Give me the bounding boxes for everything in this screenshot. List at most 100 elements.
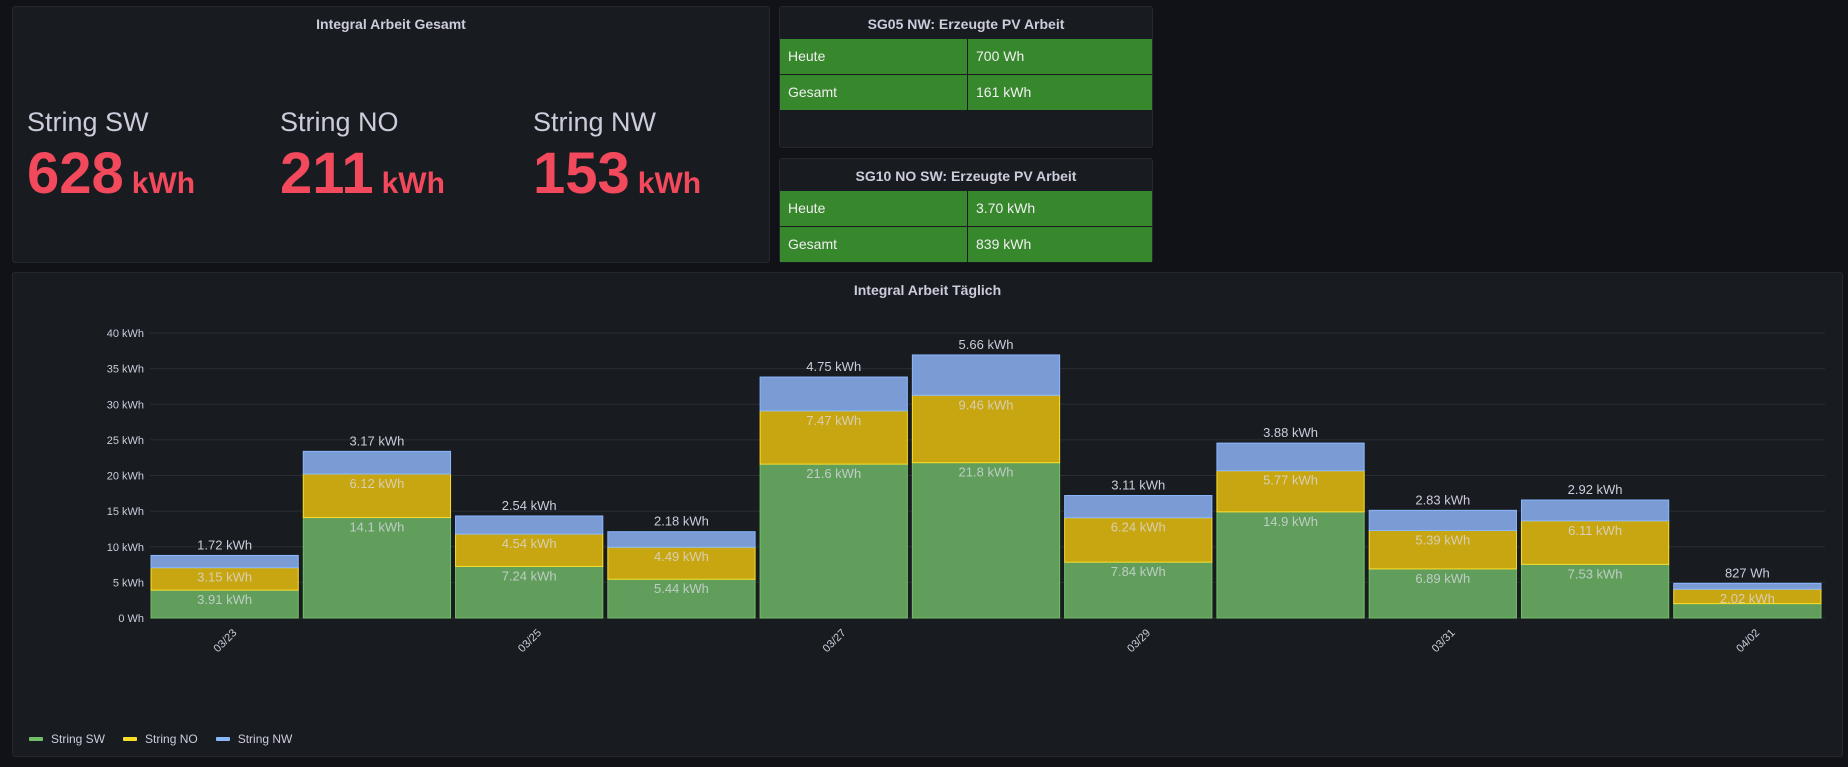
stat-string-no: String NO 211 kWh bbox=[280, 107, 445, 207]
data-label: 7.47 kWh bbox=[806, 413, 861, 428]
panel-integral-arbeit-gesamt: Integral Arbeit Gesamt String SW 628 kWh … bbox=[12, 6, 770, 263]
stat-value: 211 bbox=[280, 141, 374, 206]
table-row: Gesamt 161 kWh bbox=[780, 75, 1152, 111]
bar-segment bbox=[1216, 442, 1365, 472]
bar-segment bbox=[455, 515, 604, 535]
bar-segment bbox=[1368, 509, 1517, 532]
data-label: 9.46 kWh bbox=[959, 397, 1014, 412]
bar-segment bbox=[1064, 517, 1213, 563]
bar-segment bbox=[1064, 561, 1213, 619]
data-label: 2.83 kWh bbox=[1415, 492, 1470, 507]
data-label: 6.12 kWh bbox=[349, 476, 404, 491]
y-tick-label: 30 kWh bbox=[107, 399, 144, 411]
legend-item-string-no[interactable]: String NO bbox=[123, 732, 198, 746]
legend-swatch bbox=[215, 737, 230, 741]
bar-segment bbox=[607, 578, 756, 619]
x-tick-label: 03/27 bbox=[821, 627, 849, 655]
bar-segment bbox=[302, 450, 452, 475]
data-label: 5.39 kWh bbox=[1415, 533, 1470, 548]
cell-value: 161 kWh bbox=[968, 75, 1152, 110]
bar-segment bbox=[607, 546, 756, 580]
cell-value: 3.70 kWh bbox=[968, 191, 1152, 226]
legend-item-string-sw[interactable]: String SW bbox=[29, 732, 105, 746]
panel-title[interactable]: SG05 NW: Erzeugte PV Arbeit bbox=[867, 16, 1065, 32]
bar-segment bbox=[1216, 470, 1365, 513]
bar-segment bbox=[150, 589, 299, 619]
data-label: 6.24 kWh bbox=[1111, 520, 1166, 535]
data-label: 3.15 kWh bbox=[197, 570, 252, 585]
stat-value: 628 bbox=[27, 141, 124, 206]
y-tick-label: 10 kWh bbox=[107, 542, 144, 554]
panel-title[interactable]: Integral Arbeit Täglich bbox=[853, 282, 1002, 298]
panel-title[interactable]: SG10 NO SW: Erzeugte PV Arbeit bbox=[855, 168, 1077, 184]
cell-label: Gesamt bbox=[780, 227, 968, 262]
bar-segment bbox=[1368, 530, 1517, 570]
legend-label: String NW bbox=[237, 732, 293, 746]
data-label: 3.88 kWh bbox=[1263, 425, 1318, 440]
data-label: 4.49 kWh bbox=[654, 549, 709, 564]
x-tick-label: 03/23 bbox=[212, 627, 240, 655]
legend: String SW String NO String NW bbox=[29, 732, 292, 746]
legend-item-string-nw[interactable]: String NW bbox=[215, 732, 293, 746]
x-tick-label: 03/29 bbox=[1125, 627, 1153, 655]
bar-segment bbox=[1520, 499, 1670, 522]
data-label: 5.77 kWh bbox=[1263, 473, 1318, 488]
stat-unit: kWh bbox=[131, 167, 196, 200]
y-tick-label: 35 kWh bbox=[107, 364, 144, 376]
data-label: 4.54 kWh bbox=[502, 536, 557, 551]
data-label: 2.54 kWh bbox=[502, 498, 557, 513]
x-tick-label: 04/02 bbox=[1734, 627, 1762, 655]
cell-label: Heute bbox=[780, 39, 968, 74]
panel-title[interactable]: Integral Arbeit Gesamt bbox=[316, 16, 466, 32]
y-tick-label: 0 Wh bbox=[118, 613, 144, 625]
bar-segment bbox=[1064, 495, 1213, 519]
stat-unit: kWh bbox=[381, 167, 445, 200]
data-label: 21.6 kWh bbox=[806, 466, 861, 481]
bar-segment bbox=[759, 463, 908, 619]
cell-value: 839 kWh bbox=[968, 227, 1152, 262]
bar-segment bbox=[1520, 563, 1670, 619]
stacked-bar-chart: 0 Wh 5 kWh 10 kWh 15 kWh 20 kWh 25 kWh 30 kWh 3… bbox=[107, 328, 1825, 655]
data-label: 14.9 kWh bbox=[1263, 514, 1318, 529]
legend-swatch bbox=[123, 737, 138, 741]
bar-segment bbox=[607, 531, 756, 548]
data-label: 14.1 kWh bbox=[349, 520, 404, 535]
bar-segment bbox=[759, 376, 908, 412]
stat-string-nw: String NW 153 kWh bbox=[533, 107, 701, 207]
data-label: 21.8 kWh bbox=[959, 465, 1014, 480]
legend-swatch bbox=[29, 737, 43, 741]
table: Heute 700 Wh Gesamt 161 kWh bbox=[780, 39, 1152, 111]
data-label: 7.84 kWh bbox=[1111, 564, 1166, 579]
bar-segment bbox=[1368, 568, 1517, 619]
data-label: 7.53 kWh bbox=[1568, 566, 1623, 581]
stat-label: String NO bbox=[280, 107, 399, 137]
data-label: 827 Wh bbox=[1725, 565, 1770, 580]
table-row: Gesamt 839 kWh bbox=[780, 227, 1152, 263]
data-label: 7.24 kWh bbox=[502, 568, 557, 583]
stat-label: String SW bbox=[27, 107, 149, 137]
bar-segment bbox=[1216, 511, 1365, 619]
panel-sg05-nw: SG05 NW: Erzeugte PV Arbeit Heute 700 Wh … bbox=[779, 6, 1153, 148]
table: Heute 3.70 kWh Gesamt 839 kWh bbox=[780, 191, 1152, 263]
table-row: Heute 700 Wh bbox=[780, 39, 1152, 75]
bar-segment bbox=[911, 354, 1061, 396]
data-label: 2.18 kWh bbox=[654, 514, 709, 529]
bar-segment bbox=[150, 554, 299, 569]
stat-string-sw: String SW 628 kWh bbox=[27, 107, 195, 207]
panel-sg10-no-sw: SG10 NO SW: Erzeugte PV Arbeit Heute 3.70… bbox=[779, 158, 1153, 263]
data-label: 3.11 kWh bbox=[1111, 478, 1165, 493]
bar-segment bbox=[911, 394, 1061, 464]
data-label: 6.11 kWh bbox=[1568, 523, 1622, 538]
bar-segment bbox=[1520, 520, 1670, 565]
bar-segment bbox=[1673, 582, 1822, 590]
data-label: 6.89 kWh bbox=[1415, 571, 1470, 586]
data-label: 3.91 kWh bbox=[197, 592, 252, 607]
data-label: 3.17 kWh bbox=[349, 433, 404, 448]
cell-label: Gesamt bbox=[780, 75, 968, 110]
panel-integral-arbeit-taeglich: Integral Arbeit Täglich 0 Wh 5 kWh 10 kWh 1… bbox=[12, 272, 1843, 757]
data-label: 4.75 kWh bbox=[806, 359, 861, 374]
legend-label: String SW bbox=[51, 732, 106, 746]
y-tick-label: 20 kWh bbox=[107, 471, 144, 483]
x-tick-label: 03/25 bbox=[516, 627, 544, 655]
bar-segment bbox=[455, 533, 604, 567]
